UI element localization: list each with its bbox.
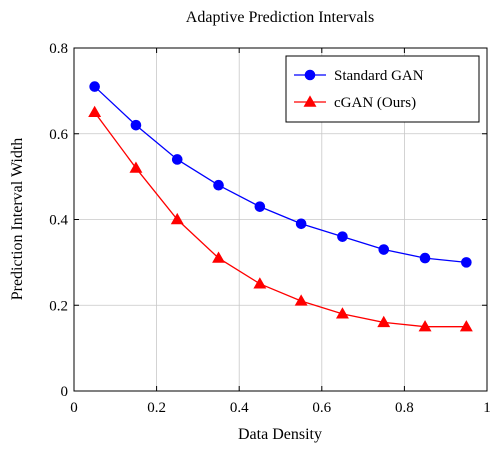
data-point [171,154,183,165]
legend: Standard GAN cGAN (Ours) [285,55,480,123]
data-point [253,277,267,289]
y-tick-label: 0 [61,384,69,400]
series-2 [88,105,473,332]
x-tick-label: 0.8 [395,400,414,416]
series-line [94,111,467,328]
data-point [170,212,184,225]
data-point [130,119,142,131]
plot-frame [73,47,488,392]
legend-marker [303,95,317,107]
data-point [295,218,307,230]
legend-marker [304,69,316,81]
x-tick-label: 0 [70,400,78,416]
legend-item: cGAN (Ours) [294,95,416,111]
data-point [419,252,431,264]
data-point [461,257,472,268]
y-tick-label: 0.4 [49,213,68,229]
y-tick-label: 0.6 [49,127,68,143]
series-line [94,86,467,264]
x-tick-label: 0.4 [230,400,249,416]
x-tick-label: 0.2 [147,400,166,416]
legend-box [285,55,480,123]
data-point [335,307,349,319]
y-axis-label: Prediction Interval Width [9,138,26,301]
y-tick-label: 0.8 [49,41,68,57]
data-point [378,244,390,255]
data-point [254,201,266,212]
x-axis-label: Data Density [238,426,322,443]
data-point [213,179,224,191]
data-point [89,81,100,92]
series-1 [89,81,472,268]
data-point [377,315,391,328]
legend-label: cGAN (Ours) [334,95,416,111]
legend-label: Standard GAN [334,68,424,84]
data-point [294,294,308,306]
x-tick-label: 1 [483,400,491,416]
data-point [129,161,143,173]
data-point [88,105,102,118]
data-point [337,231,348,242]
data-point [459,320,473,332]
legend-item: Standard GAN [294,68,424,84]
chart-title: Adaptive Prediction Intervals [186,9,374,26]
x-tick-label: 0.6 [312,400,331,416]
data-point [418,320,432,332]
data-point [212,251,226,263]
series-layer [88,81,473,332]
y-tick-label: 0.2 [49,298,68,314]
